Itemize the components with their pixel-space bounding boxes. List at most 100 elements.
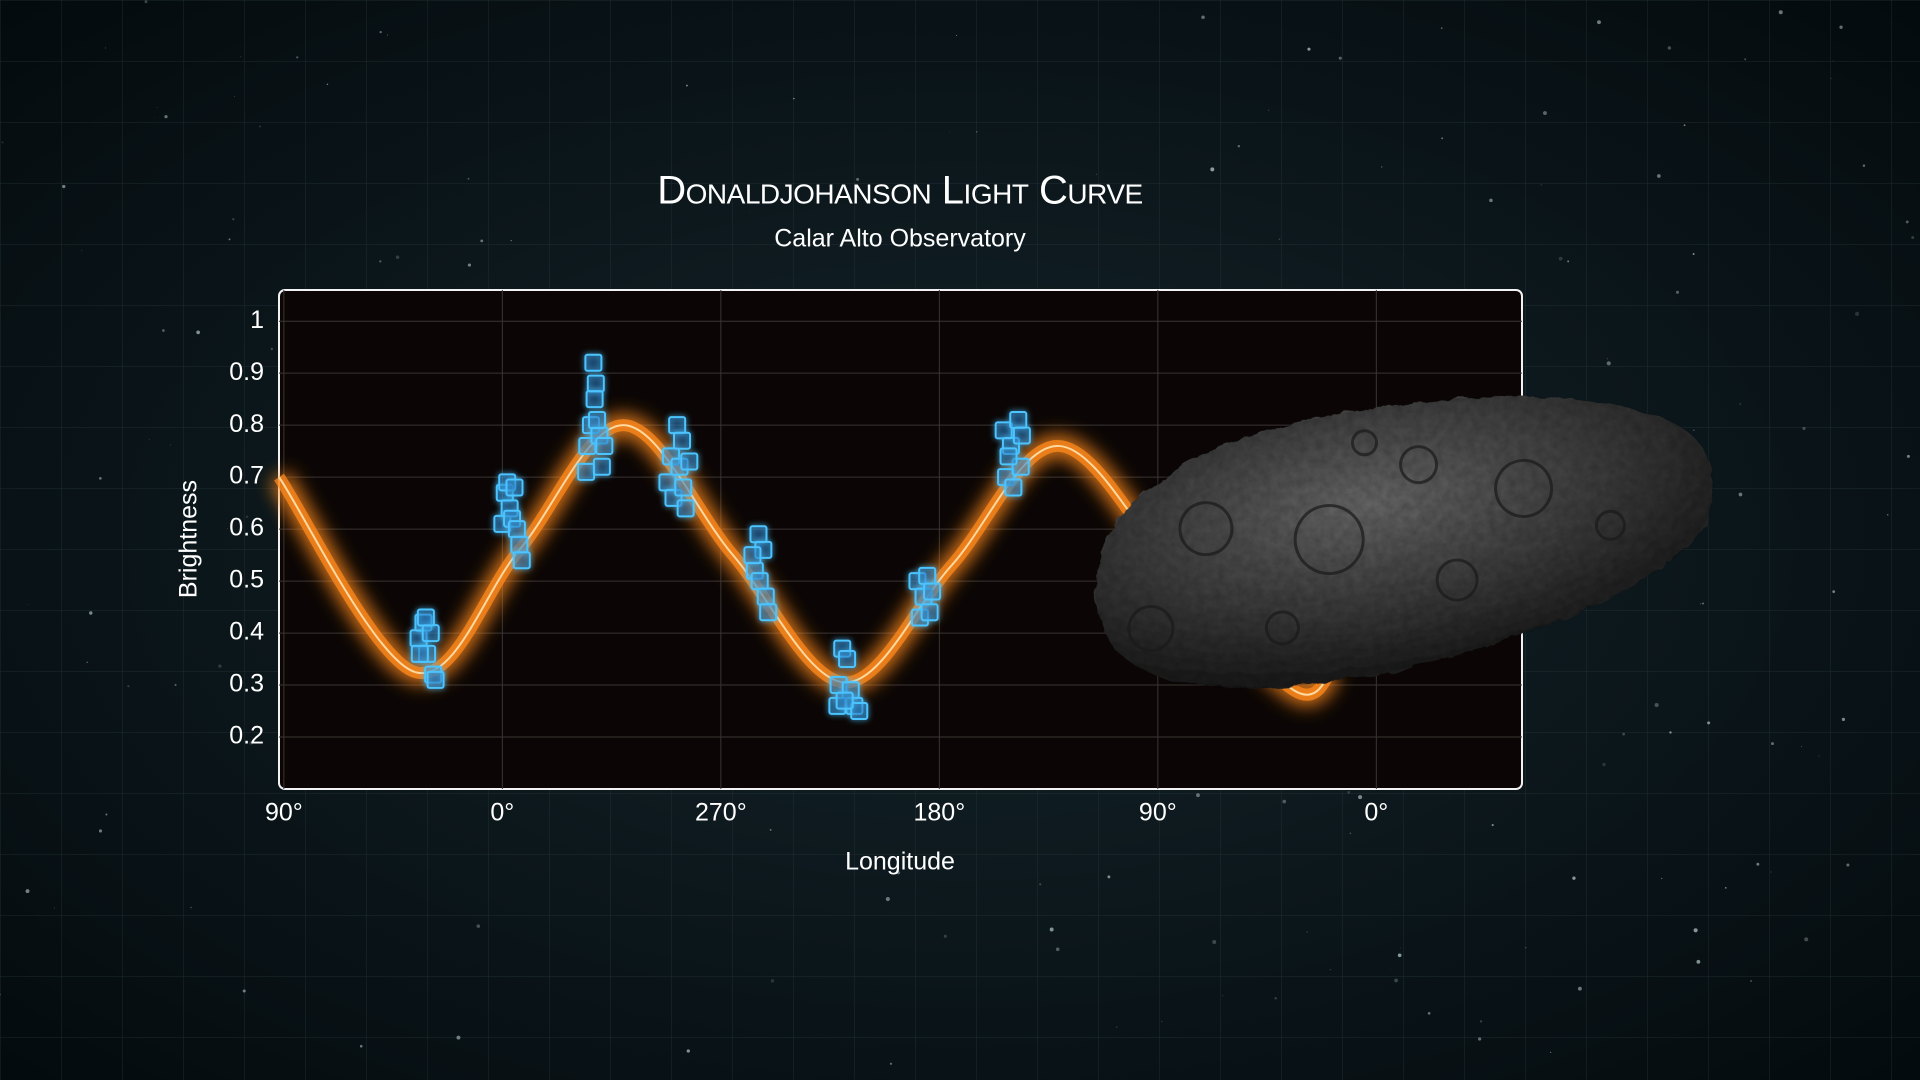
tick-labels: 0.2 0.3 0.4 0.5 0.6 0.7 0.8 0.9 1 90° 0° 270° 180° 90… bbox=[229, 306, 1388, 827]
star bbox=[456, 1035, 461, 1040]
star bbox=[1572, 876, 1576, 880]
star bbox=[1675, 290, 1680, 294]
star bbox=[1906, 454, 1910, 458]
star bbox=[98, 829, 103, 833]
observation-point bbox=[595, 436, 614, 455]
star bbox=[89, 611, 93, 615]
star bbox=[1397, 953, 1402, 958]
star bbox=[1830, 77, 1832, 80]
star bbox=[62, 184, 66, 189]
star bbox=[1771, 742, 1774, 746]
x-tick-label: 180° bbox=[913, 799, 965, 827]
star bbox=[1802, 426, 1806, 431]
star bbox=[1606, 361, 1611, 366]
y-tick-label: 0.8 bbox=[229, 410, 264, 438]
observation-point bbox=[759, 603, 778, 622]
star bbox=[1039, 883, 1042, 886]
y-tick-label: 0.5 bbox=[229, 566, 264, 594]
star bbox=[1669, 731, 1672, 734]
star bbox=[686, 84, 688, 87]
star bbox=[1095, 173, 1098, 176]
star bbox=[1693, 429, 1695, 431]
star bbox=[174, 683, 177, 686]
star bbox=[757, 201, 760, 204]
star bbox=[1707, 721, 1711, 725]
star bbox=[686, 1049, 690, 1053]
star bbox=[1237, 145, 1241, 148]
star bbox=[1724, 886, 1727, 889]
star bbox=[1756, 862, 1760, 866]
star bbox=[1622, 732, 1625, 736]
y-tick-label: 0.2 bbox=[229, 722, 264, 750]
star bbox=[245, 515, 249, 519]
star bbox=[1055, 947, 1060, 952]
star bbox=[1692, 253, 1695, 255]
observation-point bbox=[416, 608, 435, 627]
observation-point bbox=[743, 546, 762, 565]
star bbox=[1161, 1020, 1163, 1023]
star bbox=[232, 218, 235, 221]
star bbox=[1347, 790, 1351, 794]
star bbox=[1886, 513, 1889, 516]
star bbox=[249, 740, 253, 745]
observation-point bbox=[749, 525, 768, 544]
star bbox=[387, 34, 389, 36]
star bbox=[27, 604, 29, 606]
star bbox=[1657, 174, 1661, 178]
star bbox=[749, 210, 750, 212]
star bbox=[1329, 969, 1331, 971]
star bbox=[889, 1062, 893, 1065]
star bbox=[1841, 717, 1846, 722]
observation-point bbox=[918, 566, 937, 585]
observation-point bbox=[920, 603, 939, 622]
observation-point bbox=[1012, 426, 1031, 445]
chart-subtitle: Calar Alto Observatory bbox=[774, 225, 1026, 253]
star bbox=[467, 177, 470, 180]
observation-point bbox=[588, 410, 607, 429]
x-tick-label: 0° bbox=[490, 799, 514, 827]
star bbox=[1739, 403, 1742, 406]
star bbox=[1839, 25, 1843, 29]
star bbox=[1268, 109, 1270, 111]
star bbox=[326, 83, 329, 86]
star bbox=[1700, 603, 1702, 605]
star bbox=[1606, 358, 1608, 360]
star bbox=[1597, 20, 1601, 25]
star bbox=[1394, 978, 1398, 983]
star bbox=[476, 924, 481, 928]
star bbox=[190, 906, 192, 909]
star bbox=[270, 347, 273, 351]
star bbox=[1550, 1051, 1552, 1053]
star bbox=[395, 255, 400, 259]
star bbox=[1278, 238, 1281, 240]
x-tick-label: 90° bbox=[1139, 799, 1177, 827]
star bbox=[1804, 937, 1809, 942]
star bbox=[379, 31, 382, 34]
star bbox=[1491, 823, 1494, 827]
observation-point bbox=[668, 416, 687, 435]
star bbox=[196, 330, 200, 335]
star bbox=[1683, 124, 1686, 127]
star bbox=[1196, 793, 1200, 798]
star bbox=[1602, 762, 1606, 767]
y-tick-label: 0.7 bbox=[229, 462, 264, 490]
star bbox=[234, 95, 236, 97]
star bbox=[1399, 947, 1401, 949]
star bbox=[1905, 220, 1909, 224]
star bbox=[1558, 256, 1563, 261]
x-tick-label: 270° bbox=[695, 799, 747, 827]
observation-point bbox=[512, 551, 531, 570]
star bbox=[1667, 46, 1672, 50]
star bbox=[1049, 927, 1054, 932]
star bbox=[1115, 1026, 1118, 1028]
star bbox=[1338, 56, 1342, 60]
star bbox=[105, 813, 108, 816]
observation-point bbox=[838, 650, 857, 669]
star bbox=[1854, 311, 1860, 316]
observation-point bbox=[835, 691, 854, 710]
star bbox=[1770, 871, 1772, 873]
x-tick-label: 90° bbox=[265, 799, 303, 827]
star bbox=[943, 934, 947, 938]
star bbox=[1654, 702, 1659, 708]
